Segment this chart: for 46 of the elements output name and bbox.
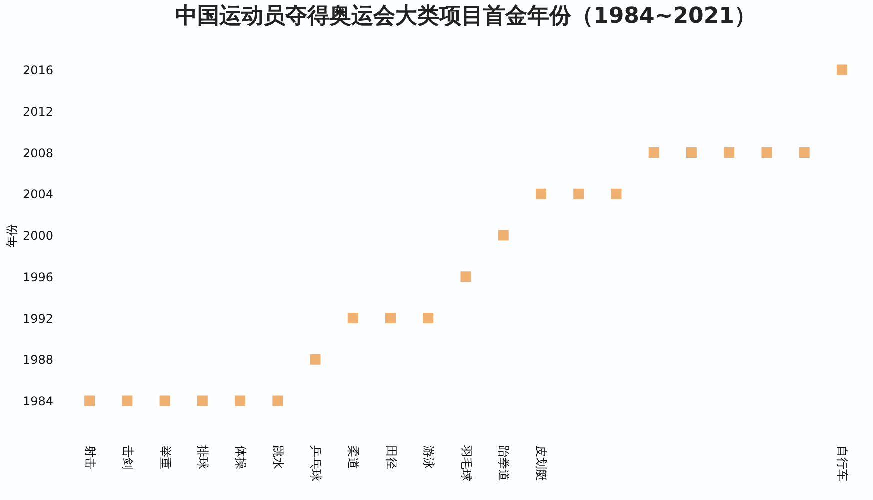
y-tick-label: 2012: [22, 104, 54, 119]
point: [122, 396, 133, 406]
x-tick-label: 乒乓球: [309, 446, 324, 482]
y-tick-label: 1992: [22, 312, 54, 326]
point: [536, 188, 546, 200]
x-tick-label: 皮划艇: [534, 446, 549, 482]
x-tick-label: 跳水: [271, 446, 286, 470]
x-tick-label: 自行车: [836, 446, 850, 482]
point: [762, 148, 772, 158]
point: [423, 313, 434, 324]
x-tick-label: 跆拳道: [497, 446, 512, 482]
point: [724, 148, 735, 158]
y-tick-label: 1996: [22, 270, 54, 284]
point: [611, 188, 622, 200]
point: [348, 313, 358, 324]
x-tick-label: 排球: [196, 446, 210, 470]
point: [836, 64, 848, 76]
y-tick-label: 1984: [22, 394, 54, 408]
point: [197, 396, 208, 406]
point: [310, 354, 321, 365]
x-tick-label: 击剑: [120, 446, 135, 470]
x-tick-label: 田径: [384, 446, 398, 470]
x-tick-label: 柔道: [346, 446, 361, 470]
point: [386, 313, 396, 324]
point: [272, 396, 284, 406]
point: [160, 396, 170, 406]
point: [799, 148, 810, 158]
x-tick-label: 体操: [234, 446, 248, 470]
y-tick-label: 2000: [22, 229, 54, 243]
x-tick-label: 举重: [158, 446, 173, 470]
point: [235, 396, 246, 406]
x-tick-label: 游泳: [422, 446, 436, 470]
point: [84, 396, 96, 406]
point: [460, 272, 472, 282]
y-axis-title: 年份: [4, 224, 19, 248]
chart-title: 中国运动员夺得奥运会大类项目首金年份（1984~2021）: [176, 4, 756, 29]
x-tick-label: 羽毛球: [460, 444, 474, 482]
y-tick-label: 2004: [22, 188, 54, 202]
y-tick-label: 1988: [22, 353, 54, 368]
y-tick-label: 2008: [22, 146, 54, 160]
point: [648, 148, 660, 158]
point: [498, 230, 509, 241]
point: [686, 148, 697, 158]
x-tick-label: 射击: [83, 446, 98, 470]
point: [574, 188, 584, 200]
y-tick-label: 2016: [22, 64, 54, 78]
